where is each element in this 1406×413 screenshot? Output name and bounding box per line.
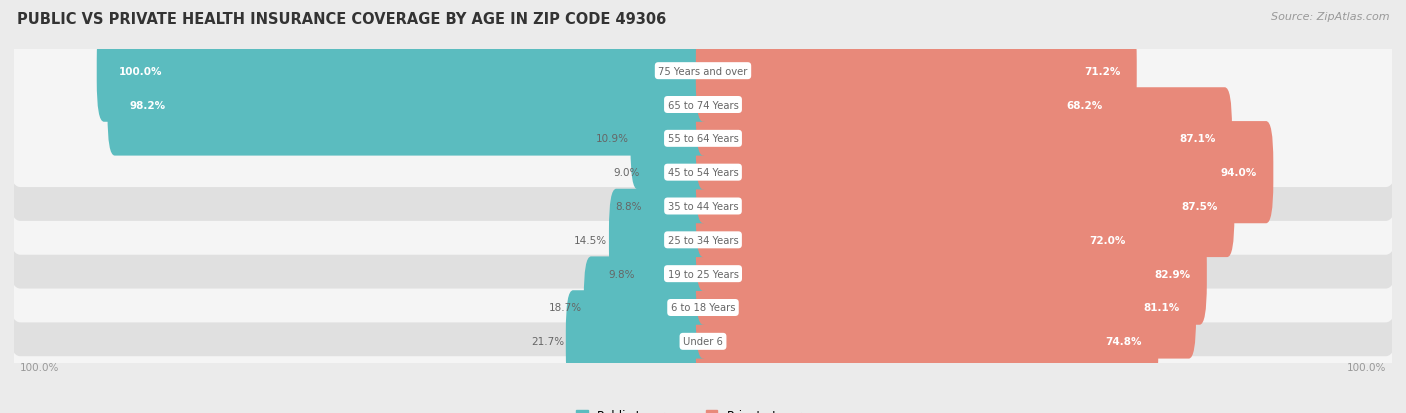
FancyBboxPatch shape [1,225,1405,413]
FancyBboxPatch shape [97,21,710,123]
Text: 21.7%: 21.7% [531,337,564,347]
Text: 10.9%: 10.9% [596,134,628,144]
FancyBboxPatch shape [1,90,1405,323]
FancyBboxPatch shape [609,189,710,291]
Text: 25 to 34 Years: 25 to 34 Years [668,235,738,245]
FancyBboxPatch shape [1,124,1405,356]
FancyBboxPatch shape [1,23,1405,255]
Text: 19 to 25 Years: 19 to 25 Years [668,269,738,279]
Text: 100.0%: 100.0% [120,66,163,76]
Text: 87.1%: 87.1% [1180,134,1216,144]
FancyBboxPatch shape [643,156,710,257]
FancyBboxPatch shape [696,189,1142,291]
FancyBboxPatch shape [1,0,1405,221]
Text: 9.0%: 9.0% [614,168,640,178]
FancyBboxPatch shape [696,21,1136,123]
Text: 71.2%: 71.2% [1084,66,1121,76]
Text: 18.7%: 18.7% [548,303,582,313]
Text: 75 Years and over: 75 Years and over [658,66,748,76]
Text: Source: ZipAtlas.com: Source: ZipAtlas.com [1271,12,1389,22]
Text: 74.8%: 74.8% [1105,337,1142,347]
Text: 87.5%: 87.5% [1182,202,1218,211]
Text: 9.8%: 9.8% [609,269,636,279]
FancyBboxPatch shape [696,88,1232,190]
Text: 68.2%: 68.2% [1066,100,1102,110]
Text: 55 to 64 Years: 55 to 64 Years [668,134,738,144]
Text: 82.9%: 82.9% [1154,269,1191,279]
Text: 100.0%: 100.0% [1347,363,1386,373]
Text: PUBLIC VS PRIVATE HEALTH INSURANCE COVERAGE BY AGE IN ZIP CODE 49306: PUBLIC VS PRIVATE HEALTH INSURANCE COVER… [17,12,666,27]
Text: 35 to 44 Years: 35 to 44 Years [668,202,738,211]
FancyBboxPatch shape [696,156,1234,257]
Text: 94.0%: 94.0% [1220,168,1257,178]
Text: 45 to 54 Years: 45 to 54 Years [668,168,738,178]
FancyBboxPatch shape [696,122,1274,224]
FancyBboxPatch shape [583,257,710,359]
FancyBboxPatch shape [107,54,710,156]
Text: Under 6: Under 6 [683,337,723,347]
FancyBboxPatch shape [696,290,1159,392]
Text: 81.1%: 81.1% [1143,303,1180,313]
FancyBboxPatch shape [630,88,710,190]
FancyBboxPatch shape [696,257,1197,359]
FancyBboxPatch shape [1,192,1405,413]
Text: 14.5%: 14.5% [574,235,607,245]
Text: 6 to 18 Years: 6 to 18 Years [671,303,735,313]
FancyBboxPatch shape [637,223,710,325]
Legend: Public Insurance, Private Insurance: Public Insurance, Private Insurance [571,404,835,413]
Text: 98.2%: 98.2% [129,100,166,110]
Text: 100.0%: 100.0% [20,363,59,373]
FancyBboxPatch shape [643,122,710,224]
FancyBboxPatch shape [696,54,1119,156]
Text: 72.0%: 72.0% [1090,235,1125,245]
Text: 65 to 74 Years: 65 to 74 Years [668,100,738,110]
FancyBboxPatch shape [1,57,1405,289]
FancyBboxPatch shape [1,158,1405,390]
FancyBboxPatch shape [1,0,1405,188]
Text: 8.8%: 8.8% [614,202,641,211]
FancyBboxPatch shape [696,223,1206,325]
FancyBboxPatch shape [565,290,710,392]
